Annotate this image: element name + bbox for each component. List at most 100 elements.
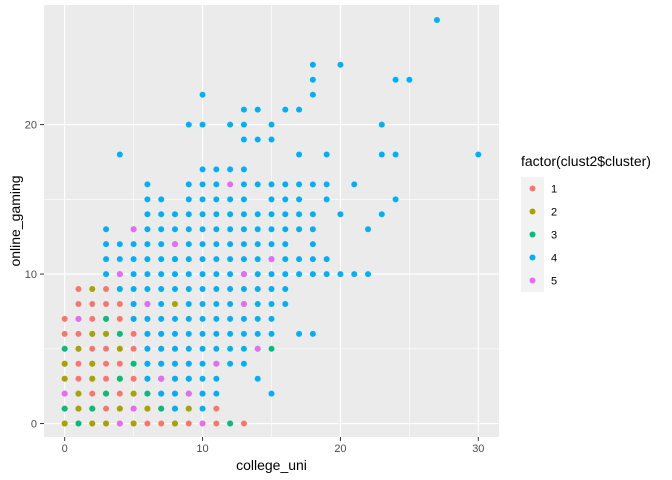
data-point [89, 286, 96, 293]
data-point [144, 241, 151, 248]
data-point [240, 360, 247, 367]
data-point [337, 271, 344, 278]
data-point [89, 315, 96, 322]
data-point [227, 166, 234, 173]
data-point [144, 390, 151, 397]
data-point [199, 181, 206, 188]
data-point [213, 315, 220, 322]
data-point [254, 345, 261, 352]
data-point [61, 360, 68, 367]
data-point [75, 345, 82, 352]
data-point [268, 330, 275, 337]
data-point [144, 315, 151, 322]
data-point [61, 345, 68, 352]
data-point [213, 390, 220, 397]
data-point [213, 360, 220, 367]
data-point [103, 315, 110, 322]
data-point [240, 181, 247, 188]
data-point [378, 211, 385, 218]
data-point [240, 241, 247, 248]
data-point [185, 226, 192, 233]
legend-title: factor(clust2$cluster) [521, 153, 651, 169]
data-point [103, 390, 110, 397]
y-tick-label: 10 [25, 269, 37, 281]
data-point [240, 166, 247, 173]
data-point [144, 420, 151, 427]
data-point [171, 226, 178, 233]
data-point [227, 181, 234, 188]
data-point [227, 360, 234, 367]
y-tick-label: 20 [25, 120, 37, 132]
data-point [171, 271, 178, 278]
data-point [254, 375, 261, 382]
data-point [116, 405, 123, 412]
data-point [240, 271, 247, 278]
data-point [268, 300, 275, 307]
data-point [171, 286, 178, 293]
data-point [240, 315, 247, 322]
x-axis-ticks: 0 10 20 30 [62, 437, 484, 455]
data-point [61, 330, 68, 337]
data-point [282, 181, 289, 188]
data-points [61, 16, 482, 427]
data-point [323, 271, 330, 278]
data-point [227, 420, 234, 427]
data-point [213, 241, 220, 248]
data-point [392, 76, 399, 83]
data-point [392, 151, 399, 158]
data-point [296, 196, 303, 203]
data-point [213, 226, 220, 233]
data-point [213, 375, 220, 382]
legend-key-point [529, 185, 536, 192]
data-point [185, 211, 192, 218]
x-tick-label: 0 [62, 443, 68, 455]
data-point [75, 420, 82, 427]
data-point [254, 136, 261, 143]
data-point [213, 345, 220, 352]
data-point [213, 196, 220, 203]
data-point [213, 420, 220, 427]
data-point [158, 300, 165, 307]
data-point [240, 106, 247, 113]
data-point [254, 315, 261, 322]
data-point [61, 420, 68, 427]
data-point [171, 405, 178, 412]
data-point [185, 196, 192, 203]
data-point [171, 420, 178, 427]
data-point [158, 420, 165, 427]
data-point [337, 61, 344, 68]
data-point [61, 405, 68, 412]
data-point [433, 16, 440, 23]
data-point [213, 330, 220, 337]
data-point [116, 151, 123, 158]
x-axis-title: college_uni [236, 457, 307, 473]
data-point [103, 360, 110, 367]
data-point [89, 360, 96, 367]
data-point [185, 330, 192, 337]
data-point [268, 256, 275, 263]
data-point [130, 241, 137, 248]
data-point [309, 61, 316, 68]
data-point [199, 286, 206, 293]
data-point [185, 241, 192, 248]
data-point [309, 211, 316, 218]
data-point [144, 330, 151, 337]
data-point [199, 315, 206, 322]
data-point [185, 405, 192, 412]
data-point [296, 271, 303, 278]
data-point [254, 330, 261, 337]
data-point [268, 136, 275, 143]
data-point [240, 226, 247, 233]
data-point [199, 271, 206, 278]
data-point [89, 330, 96, 337]
data-point [116, 300, 123, 307]
data-point [240, 256, 247, 263]
data-point [130, 300, 137, 307]
data-point [227, 121, 234, 128]
data-point [392, 196, 399, 203]
data-point [75, 360, 82, 367]
data-point [240, 286, 247, 293]
x-tick-label: 20 [334, 443, 346, 455]
data-point [240, 211, 247, 218]
